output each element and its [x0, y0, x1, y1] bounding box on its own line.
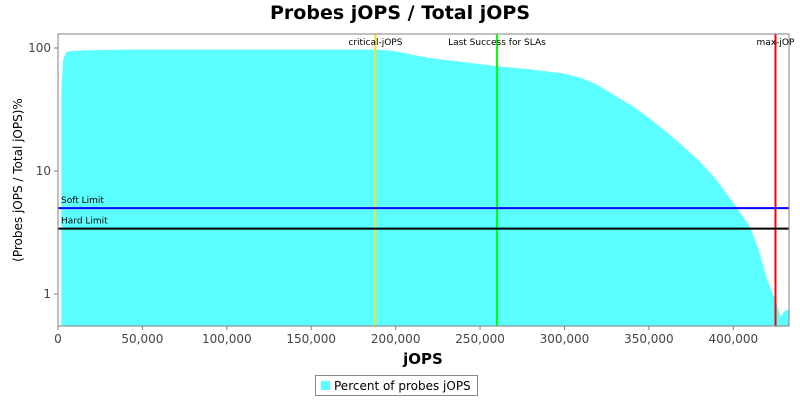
legend: Percent of probes jOPS: [315, 375, 478, 396]
vertical-line-label-1: Last Success for SLAs: [448, 38, 546, 48]
x-tick-label-1: 50,000: [121, 332, 163, 346]
x-tick-label-4: 200,000: [371, 332, 421, 346]
x-tick-label-2: 100,000: [202, 332, 252, 346]
horizontal-line-label-1: Hard Limit: [61, 217, 108, 227]
x-tick-label-7: 350,000: [624, 332, 674, 346]
y-tick-label-1: 10: [36, 164, 51, 178]
y-tick-label-0: 1: [43, 287, 51, 301]
x-axis-label: jOPS: [402, 350, 443, 368]
x-tick-label-8: 400,000: [708, 332, 758, 346]
x-tick-label-3: 150,000: [286, 332, 336, 346]
y-axis-label: (Probes jOPS / Total jOPS)%: [11, 98, 25, 262]
legend-label: Percent of probes jOPS: [334, 378, 471, 393]
x-tick-label-6: 300,000: [540, 332, 590, 346]
legend-swatch-icon: [321, 381, 330, 390]
x-tick-label-5: 250,000: [455, 332, 505, 346]
plot-border: [57, 33, 790, 327]
chart-title: Probes jOPS / Total jOPS: [270, 2, 530, 24]
vertical-line-label-0: critical-jOPS: [348, 38, 402, 48]
vertical-line-label-2: max-jOP: [757, 38, 795, 48]
y-tick-label-2: 100: [28, 41, 51, 55]
area-series-0: [61, 49, 789, 326]
x-tick-label-0: 0: [54, 332, 62, 346]
horizontal-line-label-0: Soft Limit: [61, 196, 104, 206]
